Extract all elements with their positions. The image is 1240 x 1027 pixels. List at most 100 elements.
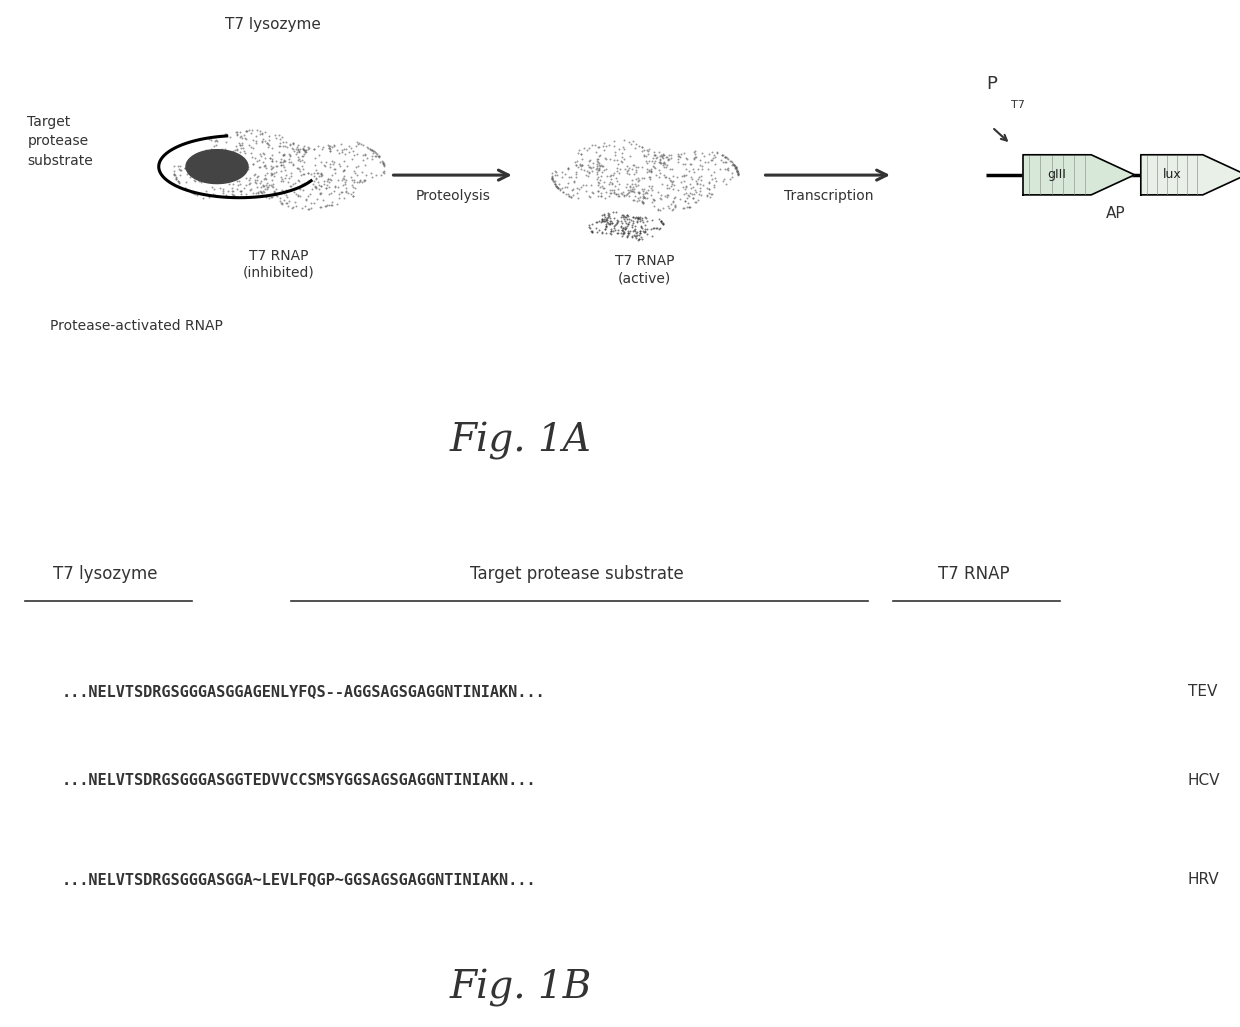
Point [196, 161, 216, 178]
Point [608, 160, 627, 177]
Point [331, 184, 351, 200]
Point [206, 157, 226, 174]
Point [247, 175, 267, 191]
Point [637, 142, 657, 158]
Point [591, 157, 611, 174]
Point [270, 154, 290, 170]
Point [295, 144, 315, 160]
Point [644, 191, 663, 207]
Point [702, 170, 722, 187]
Point [589, 139, 609, 155]
Point [636, 148, 656, 164]
Point [345, 164, 365, 181]
Point [624, 210, 644, 226]
Point [635, 223, 655, 239]
Point [618, 223, 637, 239]
Point [284, 143, 304, 159]
Point [631, 228, 651, 244]
Point [366, 148, 386, 164]
Point [689, 186, 709, 202]
Point [257, 136, 277, 152]
Point [278, 174, 298, 190]
Point [362, 148, 382, 164]
Point [166, 170, 186, 187]
Point [615, 161, 635, 178]
Point [593, 213, 613, 229]
Point [236, 130, 255, 147]
Point [725, 159, 745, 176]
Point [263, 186, 283, 202]
Point [649, 202, 668, 219]
Point [588, 168, 608, 185]
Point [239, 122, 259, 139]
Point [591, 188, 611, 204]
Point [699, 189, 719, 205]
Point [316, 180, 336, 196]
Point [646, 150, 666, 166]
Point [241, 182, 260, 198]
Point [311, 141, 331, 157]
Point [603, 166, 622, 183]
Point [673, 145, 693, 161]
Point [728, 163, 748, 180]
Point [728, 163, 748, 180]
Point [594, 174, 614, 190]
Point [205, 128, 224, 145]
Point [652, 148, 672, 164]
Point [616, 208, 636, 225]
Point [289, 143, 309, 159]
Point [215, 155, 234, 172]
Point [321, 185, 341, 201]
Point [212, 141, 232, 157]
Point [590, 157, 610, 174]
Point [611, 222, 631, 238]
Point [626, 159, 646, 176]
Point [295, 143, 315, 159]
Point [326, 195, 346, 212]
Point [553, 168, 573, 185]
Point [613, 223, 632, 239]
Point [713, 173, 733, 189]
Point [332, 162, 352, 179]
Point [619, 185, 639, 201]
Point [626, 162, 646, 179]
Point [303, 181, 322, 197]
Point [182, 184, 202, 200]
Point [329, 179, 348, 195]
Point [325, 160, 345, 177]
Point [606, 186, 626, 202]
Point [609, 165, 629, 182]
Point [727, 161, 746, 178]
Point [280, 137, 300, 153]
Point [614, 139, 634, 155]
Point [547, 179, 567, 195]
Point [233, 155, 253, 172]
Point [353, 147, 373, 163]
Point [294, 154, 314, 170]
Point [624, 191, 644, 207]
Point [329, 156, 348, 173]
Point [599, 208, 619, 225]
Point [277, 195, 296, 212]
Point [288, 139, 308, 155]
Point [652, 147, 672, 163]
Point [625, 227, 645, 243]
Point [613, 153, 632, 169]
Point [651, 154, 671, 170]
Point [582, 162, 601, 179]
Point [651, 146, 671, 162]
Point [728, 163, 748, 180]
Point [280, 147, 300, 163]
Point [681, 180, 701, 196]
Point [556, 186, 575, 202]
Point [626, 210, 646, 226]
Point [294, 175, 314, 191]
Point [600, 225, 620, 241]
Point [668, 182, 688, 198]
Point [639, 178, 658, 194]
Point [167, 158, 187, 175]
Point [727, 160, 746, 177]
Point [619, 184, 639, 200]
Point [319, 170, 339, 187]
Point [294, 142, 314, 158]
